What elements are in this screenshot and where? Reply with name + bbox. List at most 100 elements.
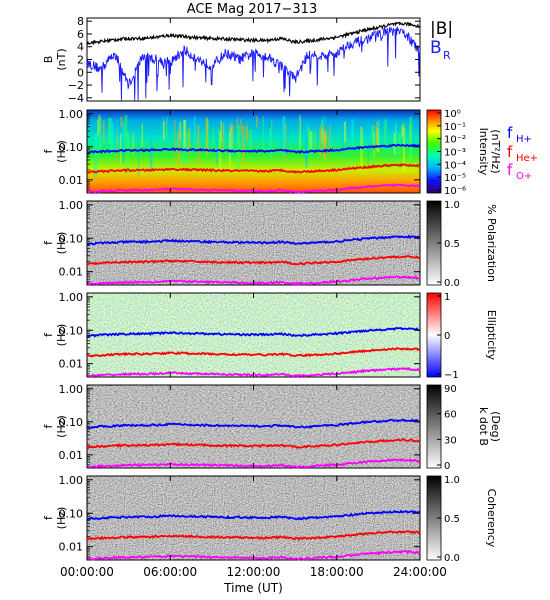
bfield-ytick-label: 6	[77, 28, 84, 41]
x-tick-label: 24:00:00	[393, 565, 447, 579]
ellipticity-colorbar-label: Ellipticity	[485, 310, 498, 361]
legend-f-o: f	[507, 161, 513, 179]
legend-f-he: f	[507, 143, 513, 161]
intensity-texture	[309, 130, 313, 149]
series-bmag-line	[86, 21, 421, 46]
intensity-texture	[322, 115, 324, 135]
intensity-texture	[123, 132, 126, 154]
polarization-colorbar-tick-label: 1.0	[444, 200, 460, 211]
intensity-texture	[188, 128, 191, 153]
intensity-texture	[108, 117, 111, 145]
intensity-texture	[217, 127, 219, 168]
ellipticity-colorbar-tick-label: 0	[444, 331, 450, 342]
intensity-texture	[401, 124, 404, 138]
intensity-texture	[193, 115, 196, 156]
intensity-texture	[371, 126, 375, 142]
intensity-texture	[281, 132, 284, 152]
intensity-texture	[237, 124, 241, 170]
ellipticity-colorbar-tick-label: −1	[444, 370, 459, 381]
intensity-texture	[323, 127, 326, 161]
intensity-texture	[230, 132, 232, 161]
gyro-h-line	[86, 509, 421, 521]
intensity-colorbar-tick-label: 10⁻⁴	[444, 160, 466, 171]
legend-bmag: |B|	[430, 19, 453, 39]
legend-br-sub: R	[443, 49, 451, 62]
k-dot-b-ylabel-line1: f	[42, 423, 55, 428]
intensity-texture	[351, 119, 354, 151]
k-dot-b-colorbar-tick-label: 0	[444, 461, 450, 472]
intensity-texture	[383, 120, 387, 143]
intensity-texture	[371, 124, 373, 139]
intensity-texture	[162, 115, 164, 136]
intensity-texture	[343, 121, 346, 143]
coherency-colorbar-tick-label: 1.0	[444, 475, 460, 486]
intensity-texture	[255, 115, 258, 128]
ellipticity-colorbar-tick-label: 1	[444, 292, 450, 303]
bfield-ylabel-line1: B	[42, 56, 55, 64]
k-dot-b-ylabel: f (Hz)	[42, 415, 68, 438]
k-dot-b-colorbar-tick-label: 90	[444, 384, 457, 395]
intensity-texture	[216, 132, 219, 165]
intensity-texture	[197, 125, 200, 165]
intensity-texture	[187, 130, 190, 158]
series-br-line	[86, 26, 421, 101]
k-dot-b-ylabel-line2: (Hz)	[55, 415, 68, 438]
intensity-colorbar-label-line1: Intensity	[477, 128, 490, 176]
coherency-ylabel-line2: (Hz)	[55, 507, 68, 530]
gyro-h-line	[86, 327, 421, 338]
intensity-texture	[179, 122, 182, 140]
intensity-texture	[299, 115, 301, 152]
intensity-ytick-label: 1.00	[59, 108, 84, 121]
intensity-colorbar-tick-label: 10⁻⁶	[444, 186, 466, 197]
intensity-texture	[98, 124, 101, 149]
k-dot-b-ytick-label: 1.00	[59, 383, 84, 396]
intensity-texture	[236, 117, 239, 132]
k-dot-b-panel: 1.00 0.10 0.01 f (Hz) 90 60 30 0 k dot B (Deg)	[42, 383, 502, 472]
intensity-texture	[109, 117, 113, 155]
gyro-he-line	[86, 163, 421, 174]
intensity-texture	[249, 129, 252, 151]
gyro-h-line	[86, 418, 421, 429]
legend-br: B	[430, 38, 442, 58]
k-dot-b-ytick-label: 0.10	[59, 416, 84, 429]
intensity-ytick-label: 0.10	[59, 141, 84, 154]
gyro-he-line	[86, 530, 421, 541]
intensity-texture	[99, 117, 102, 155]
intensity-colorbar-tick-label: 10⁻⁵	[444, 173, 466, 184]
polarization-ytick-label: 1.00	[59, 199, 84, 212]
intensity-texture	[269, 127, 271, 157]
intensity-texture	[120, 133, 122, 164]
intensity-colorbar-tick-label: 10⁻²	[444, 135, 466, 146]
polarization-ylabel-line2: (Hz)	[55, 232, 68, 255]
intensity-texture	[240, 118, 242, 135]
intensity-ylabel-line2: (Hz)	[55, 140, 68, 163]
intensity-texture	[94, 133, 98, 178]
intensity-texture	[115, 119, 118, 151]
legend-f-o-sub: O+	[516, 171, 532, 182]
bfield-ytick-label: 0	[77, 66, 84, 79]
ellipticity-ytick-label: 0.10	[59, 324, 84, 337]
k-dot-b-colorbar	[426, 384, 442, 469]
chart-title: ACE Mag 2017−313	[187, 2, 317, 17]
polarization-ylabel: f (Hz)	[42, 232, 68, 255]
intensity-texture	[367, 122, 369, 165]
intensity-texture	[97, 119, 99, 137]
intensity-texture	[375, 125, 377, 141]
polarization-ytick-label: 0.10	[59, 232, 84, 245]
gyro-he-line	[86, 347, 421, 358]
bfield-ytick-label: −4	[68, 92, 84, 105]
intensity-texture	[132, 132, 134, 156]
coherency-ylabel: f (Hz)	[42, 507, 68, 530]
bfield-ylabel: B (nT)	[42, 48, 68, 70]
intensity-texture	[220, 121, 223, 142]
ellipticity-ytick-label: 1.00	[59, 291, 84, 304]
intensity-colorbar-tick-label: 10⁻³	[444, 148, 466, 159]
intensity-texture	[397, 132, 401, 155]
legend-f-h: f	[507, 124, 513, 142]
polarization-ytick-label: 0.01	[59, 266, 84, 279]
intensity-texture	[102, 120, 105, 143]
gyro-he-line	[86, 255, 421, 266]
intensity-texture	[342, 122, 344, 154]
intensity-texture	[373, 131, 375, 157]
intensity-texture	[325, 115, 327, 137]
